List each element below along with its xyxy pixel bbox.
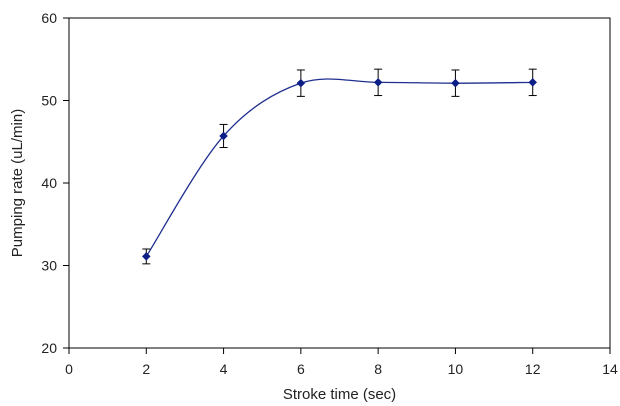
x-axis-title: Stroke time (sec) <box>283 386 396 403</box>
data-point <box>528 77 538 87</box>
plot-frame <box>68 17 611 349</box>
x-tick-label: 12 <box>525 361 541 377</box>
x-tick-label: 2 <box>142 361 150 377</box>
data-point <box>141 252 151 261</box>
y-axis-title: Pumping rate (uL/min) <box>9 109 26 257</box>
data-markers <box>141 77 538 261</box>
x-tick-label: 10 <box>448 361 464 377</box>
y-tick-label: 60 <box>41 10 57 26</box>
x-tick-label: 4 <box>220 361 228 377</box>
x-tick-label: 0 <box>65 361 73 377</box>
x-tick-label: 14 <box>602 361 618 377</box>
x-tick-label: 6 <box>297 361 305 377</box>
x-tick-label: 8 <box>374 361 382 377</box>
data-point <box>373 77 383 87</box>
data-point <box>451 78 460 88</box>
data-point <box>219 131 228 141</box>
series-line <box>145 78 533 257</box>
y-tick-label: 20 <box>41 340 57 356</box>
y-tick-label: 30 <box>41 258 57 274</box>
data-point <box>296 78 306 88</box>
y-axis-ticks: 20 30 40 50 60 <box>41 10 69 356</box>
y-tick-label: 50 <box>41 93 57 109</box>
y-tick-label: 40 <box>41 175 57 191</box>
x-axis-ticks: 0 2 4 6 8 10 12 14 <box>65 348 618 377</box>
